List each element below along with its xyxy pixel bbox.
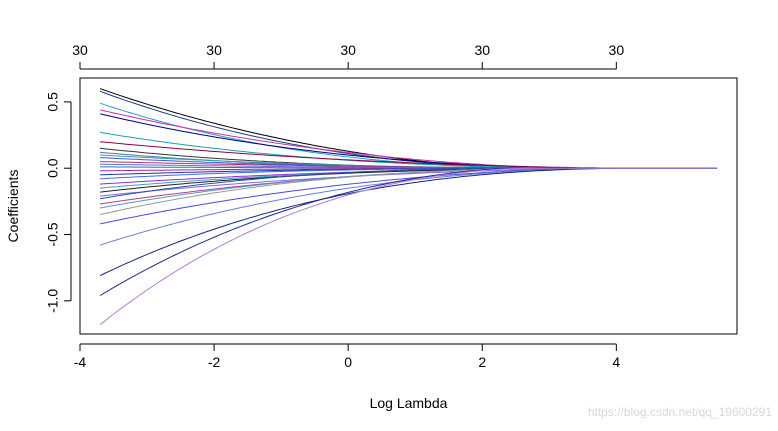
x-tick-label: 4 <box>612 354 620 370</box>
axes: -4 -2 0 2 4 30 30 30 30 30 -1.0 -0.5 0.0 0.5 <box>45 42 625 370</box>
x-tick-label: 0 <box>344 354 352 370</box>
coefficient-path-line <box>99 167 717 326</box>
y-tick-label: 0.5 <box>45 92 61 112</box>
top-axis-label: 30 <box>474 42 490 58</box>
coefficient-path-line <box>99 167 717 277</box>
plot-frame <box>79 77 738 335</box>
y-tick-label: -1.0 <box>45 289 61 313</box>
y-tick-label: 0.0 <box>45 158 61 178</box>
watermark-text: https://blog.csdn.net/qq_19600291 <box>588 405 772 419</box>
y-axis-label: Coefficients <box>5 170 21 243</box>
y-tick-label: -0.5 <box>45 222 61 246</box>
top-axis-label: 30 <box>609 42 625 58</box>
top-axis-label: 30 <box>340 42 356 58</box>
top-axis-label: 30 <box>72 42 88 58</box>
series-lines <box>99 88 717 326</box>
x-tick-label: 2 <box>478 354 486 370</box>
top-axis-label: 30 <box>206 42 222 58</box>
x-tick-label: -4 <box>74 354 87 370</box>
x-tick-label: -2 <box>208 354 221 370</box>
x-axis-label: Log Lambda <box>370 395 448 411</box>
